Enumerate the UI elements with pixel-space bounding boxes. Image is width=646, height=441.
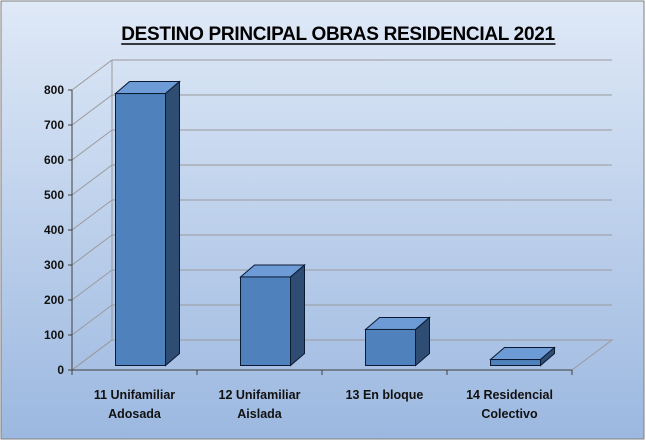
bar-front-face bbox=[115, 93, 166, 367]
bar-front-face bbox=[240, 276, 291, 367]
x-axis-category-labels: 11 Unifamiliar Adosada 12 Unifamiliar Aisla… bbox=[94, 388, 553, 421]
gridline-depth bbox=[71, 234, 113, 266]
y-tick-label: 0 bbox=[57, 363, 64, 377]
bar bbox=[114, 80, 181, 367]
x-tick-label: 13 En bloque bbox=[346, 388, 424, 402]
y-tick-label: 600 bbox=[44, 153, 64, 167]
bar bbox=[364, 316, 431, 367]
bar-side-face bbox=[290, 263, 305, 367]
y-tick-label: 500 bbox=[44, 188, 64, 202]
y-tick-label: 100 bbox=[44, 328, 64, 342]
gridline-depth bbox=[71, 164, 113, 196]
gridline-depth bbox=[71, 59, 113, 91]
floor-outline bbox=[71, 339, 614, 371]
y-tick-label: 400 bbox=[44, 223, 64, 237]
chart-title: DESTINO PRINCIPAL OBRAS RESIDENCIAL 2021 bbox=[121, 24, 555, 45]
bar-front-face bbox=[490, 359, 541, 366]
axes bbox=[68, 89, 573, 375]
y-tick-label: 200 bbox=[44, 293, 64, 307]
x-tick-label: 14 Residencial Colectivo bbox=[466, 388, 553, 421]
gridline-depth bbox=[71, 304, 113, 336]
y-axis-tick-labels: 0 100 200 300 400 500 600 700 800 bbox=[44, 83, 64, 377]
bars bbox=[114, 80, 556, 367]
gridlines bbox=[71, 59, 614, 371]
gridline-depth bbox=[71, 269, 113, 301]
gridline-depth bbox=[71, 199, 113, 231]
y-tick-label: 800 bbox=[44, 83, 64, 97]
chart-title-group: DESTINO PRINCIPAL OBRAS RESIDENCIAL 2021 bbox=[121, 24, 556, 45]
bar bbox=[239, 263, 306, 367]
x-tick-label: 12 Unifamiliar Aislada bbox=[219, 388, 301, 421]
bar-side-face bbox=[165, 80, 180, 367]
y-tick-label: 300 bbox=[44, 258, 64, 272]
gridline-depth bbox=[71, 129, 113, 161]
x-tick-label: 11 Unifamiliar Adosada bbox=[94, 388, 175, 421]
y-tick-label: 700 bbox=[44, 118, 64, 132]
bar-front-face bbox=[365, 328, 416, 367]
gridline-depth bbox=[71, 94, 113, 126]
bar bbox=[489, 346, 556, 367]
